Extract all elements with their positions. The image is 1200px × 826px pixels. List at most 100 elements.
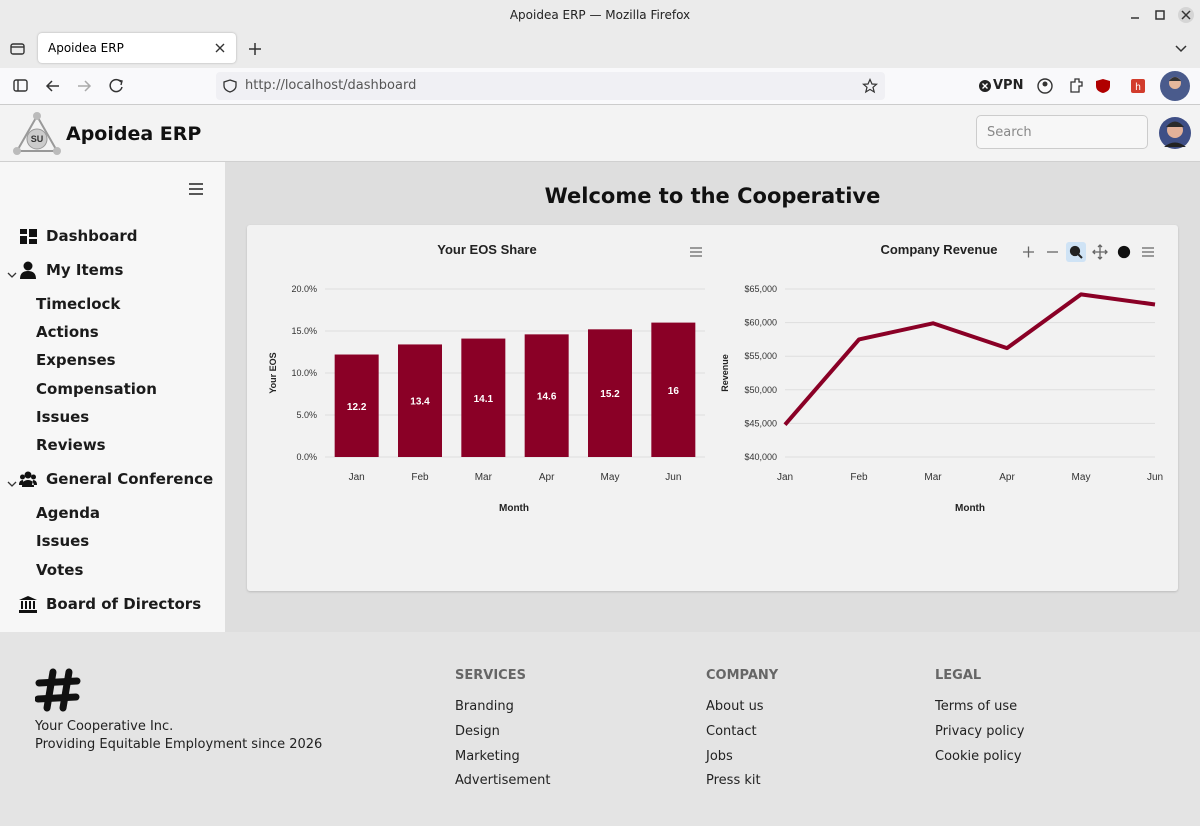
y-tick-label: 10.0%: [291, 368, 317, 378]
y-axis-label: Revenue: [720, 354, 730, 392]
footer-heading: LEGAL: [935, 668, 982, 683]
x-tick-label: Jan: [349, 472, 365, 483]
page-title: Welcome to the Cooperative: [544, 184, 881, 208]
tab-bar: Apoidea ERP: [0, 30, 1200, 68]
chart-title: Your EOS Share: [437, 242, 536, 257]
browser-tab[interactable]: Apoidea ERP: [38, 33, 236, 63]
chart-toolbar[interactable]: [1023, 242, 1154, 262]
x-tick-label: Apr: [999, 472, 1015, 483]
app-header: SU Apoidea ERP Search: [0, 105, 1200, 162]
brand[interactable]: Apoidea ERP: [66, 123, 202, 145]
x-tick-label: Mar: [924, 472, 942, 483]
footer-link[interactable]: Branding: [455, 699, 514, 714]
x-tick-label: Apr: [539, 472, 555, 483]
footer-company: Your Cooperative Inc.: [35, 719, 174, 734]
toolbar-icons[interactable]: h: [1030, 68, 1195, 104]
y-tick-label: $55,000: [744, 351, 777, 361]
bar: [461, 338, 506, 457]
sidebar-section[interactable]: My Items: [46, 261, 124, 279]
sidebar-item[interactable]: Actions: [36, 323, 99, 342]
tab-close[interactable]: [214, 42, 226, 54]
y-tick-label: 20.0%: [291, 284, 317, 294]
new-tab[interactable]: [247, 41, 263, 57]
window-title: Apoidea ERP — Mozilla Firefox: [509, 8, 691, 22]
section-icon: [19, 470, 38, 489]
data-label: 12.2: [347, 402, 367, 413]
section-icon: [19, 595, 38, 614]
bar: [588, 329, 632, 457]
data-label: 14.6: [537, 392, 557, 403]
x-tick-label: Feb: [850, 472, 868, 483]
y-tick-label: $50,000: [744, 385, 777, 395]
sidebar-item[interactable]: Votes: [36, 560, 84, 579]
footer-link[interactable]: Privacy policy: [935, 723, 1025, 739]
footer-link[interactable]: Marketing: [455, 748, 520, 764]
window-controls[interactable]: [1125, 6, 1195, 24]
user-avatar[interactable]: [1158, 116, 1192, 150]
chart-title: Company Revenue: [880, 242, 997, 257]
footer-link[interactable]: Cookie policy: [935, 748, 1022, 764]
footer-logo: [35, 668, 81, 712]
x-tick-label: Jun: [1147, 472, 1163, 483]
sidebar-item[interactable]: Issues: [36, 532, 90, 551]
sidebar-item[interactable]: Agenda: [36, 504, 101, 523]
vpn-label[interactable]: VPN: [993, 78, 1024, 93]
footer-link[interactable]: Advertisement: [455, 773, 551, 789]
x-tick-label: Feb: [411, 472, 429, 483]
y-tick-label: $45,000: [744, 418, 777, 428]
section-chevron[interactable]: [7, 474, 17, 488]
x-tick-label: May: [1072, 472, 1091, 483]
data-label: 15.2: [600, 389, 620, 400]
logo-text: SU: [31, 134, 44, 144]
data-label: 16: [668, 386, 680, 397]
x-axis-label: Month: [499, 503, 529, 514]
sidebar-item[interactable]: Reviews: [36, 436, 106, 454]
bookmark-star[interactable]: [862, 78, 878, 94]
footer-link[interactable]: Contact: [706, 723, 757, 739]
app-logo[interactable]: SU: [12, 111, 62, 157]
bar: [334, 354, 379, 457]
search-input[interactable]: Search: [976, 115, 1148, 149]
footer-link[interactable]: Design: [455, 723, 500, 739]
section-chevron[interactable]: [7, 265, 17, 278]
sidebar-item[interactable]: Compensation: [36, 379, 157, 398]
revenue-line: [783, 292, 1156, 427]
footer-link[interactable]: Press kit: [706, 773, 761, 789]
footer: Your Cooperative Inc. Providing Equitabl…: [0, 632, 1200, 826]
tab-list-icon[interactable]: [9, 40, 27, 58]
footer-link[interactable]: Jobs: [706, 748, 733, 764]
y-tick-label: $60,000: [744, 318, 777, 328]
url-text: http://localhost/dashboard: [245, 78, 417, 93]
footer-heading: SERVICES: [455, 668, 526, 683]
sidebar-section[interactable]: General Conference: [46, 470, 214, 489]
tab-title: Apoidea ERP: [48, 41, 124, 55]
sidebar: Dashboard My Items Timeclock Actions Expense…: [0, 162, 225, 632]
section-icon: [19, 227, 38, 246]
sidebar-section[interactable]: Board of Directors: [46, 594, 202, 613]
y-tick-label: $40,000: [744, 452, 777, 462]
section-icon: [19, 261, 38, 280]
sidebar-item[interactable]: Issues: [36, 407, 90, 426]
data-label: 13.4: [410, 397, 430, 408]
footer-link[interactable]: About us: [706, 699, 764, 714]
bar: [524, 334, 569, 457]
x-tick-label: Mar: [475, 472, 493, 483]
sidebar-item[interactable]: Expenses: [36, 351, 116, 370]
sidebar-toggle[interactable]: [188, 182, 204, 196]
data-label: 14.1: [474, 394, 494, 405]
security-icon: [223, 79, 237, 93]
footer-link[interactable]: Terms of use: [935, 699, 1018, 714]
vpn-icon: [979, 80, 991, 92]
nav-buttons[interactable]: [0, 68, 210, 104]
x-axis-label: Month: [955, 503, 985, 514]
sidebar-item[interactable]: Timeclock: [36, 295, 121, 313]
tab-overflow[interactable]: [1174, 42, 1188, 56]
url-bar[interactable]: http://localhost/dashboard: [216, 72, 885, 100]
y-tick-label: 0.0%: [296, 452, 317, 462]
charts: Your EOS Share Your EOS Month 0.0% 5.0% 10.0%…: [268, 242, 1163, 514]
bar-chart-menu[interactable]: [690, 247, 702, 257]
y-axis-label: Your EOS: [268, 352, 278, 393]
nav-bar: http://localhost/dashboard VPN h: [0, 68, 1200, 105]
sidebar-section[interactable]: Dashboard: [46, 227, 138, 245]
